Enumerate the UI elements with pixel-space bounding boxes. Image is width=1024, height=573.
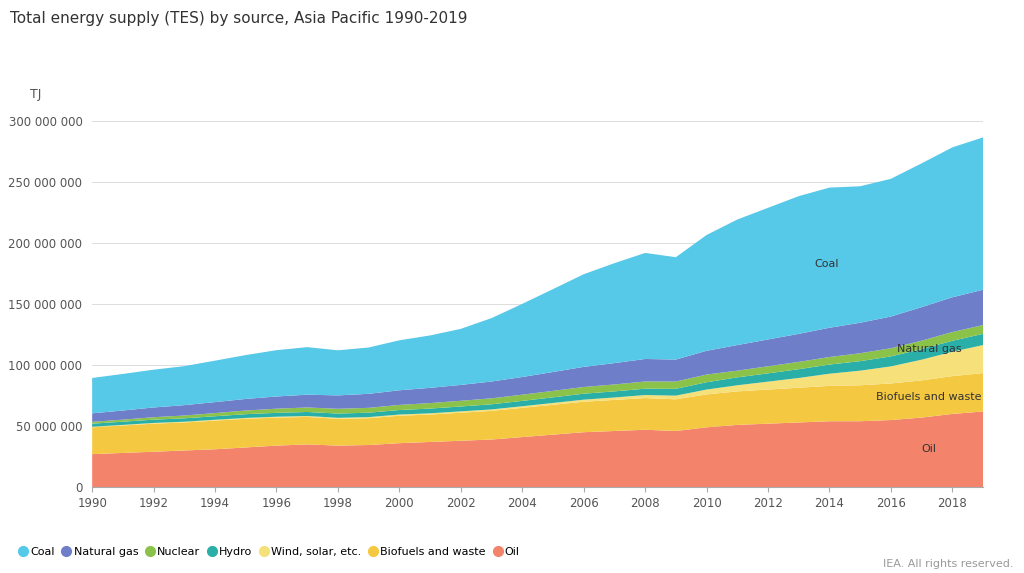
Text: Total energy supply (TES) by source, Asia Pacific 1990-2019: Total energy supply (TES) by source, Asi… [10, 11, 468, 26]
Text: Coal: Coal [814, 259, 839, 269]
Text: IEA. All rights reserved.: IEA. All rights reserved. [884, 559, 1014, 569]
Text: TJ: TJ [30, 88, 41, 101]
Text: Biofuels and waste: Biofuels and waste [876, 392, 981, 402]
Text: Natural gas: Natural gas [897, 344, 962, 354]
Legend: Coal, Natural gas, Nuclear, Hydro, Wind, solar, etc., Biofuels and waste, Oil: Coal, Natural gas, Nuclear, Hydro, Wind,… [15, 543, 524, 562]
Text: Oil: Oil [922, 444, 937, 454]
